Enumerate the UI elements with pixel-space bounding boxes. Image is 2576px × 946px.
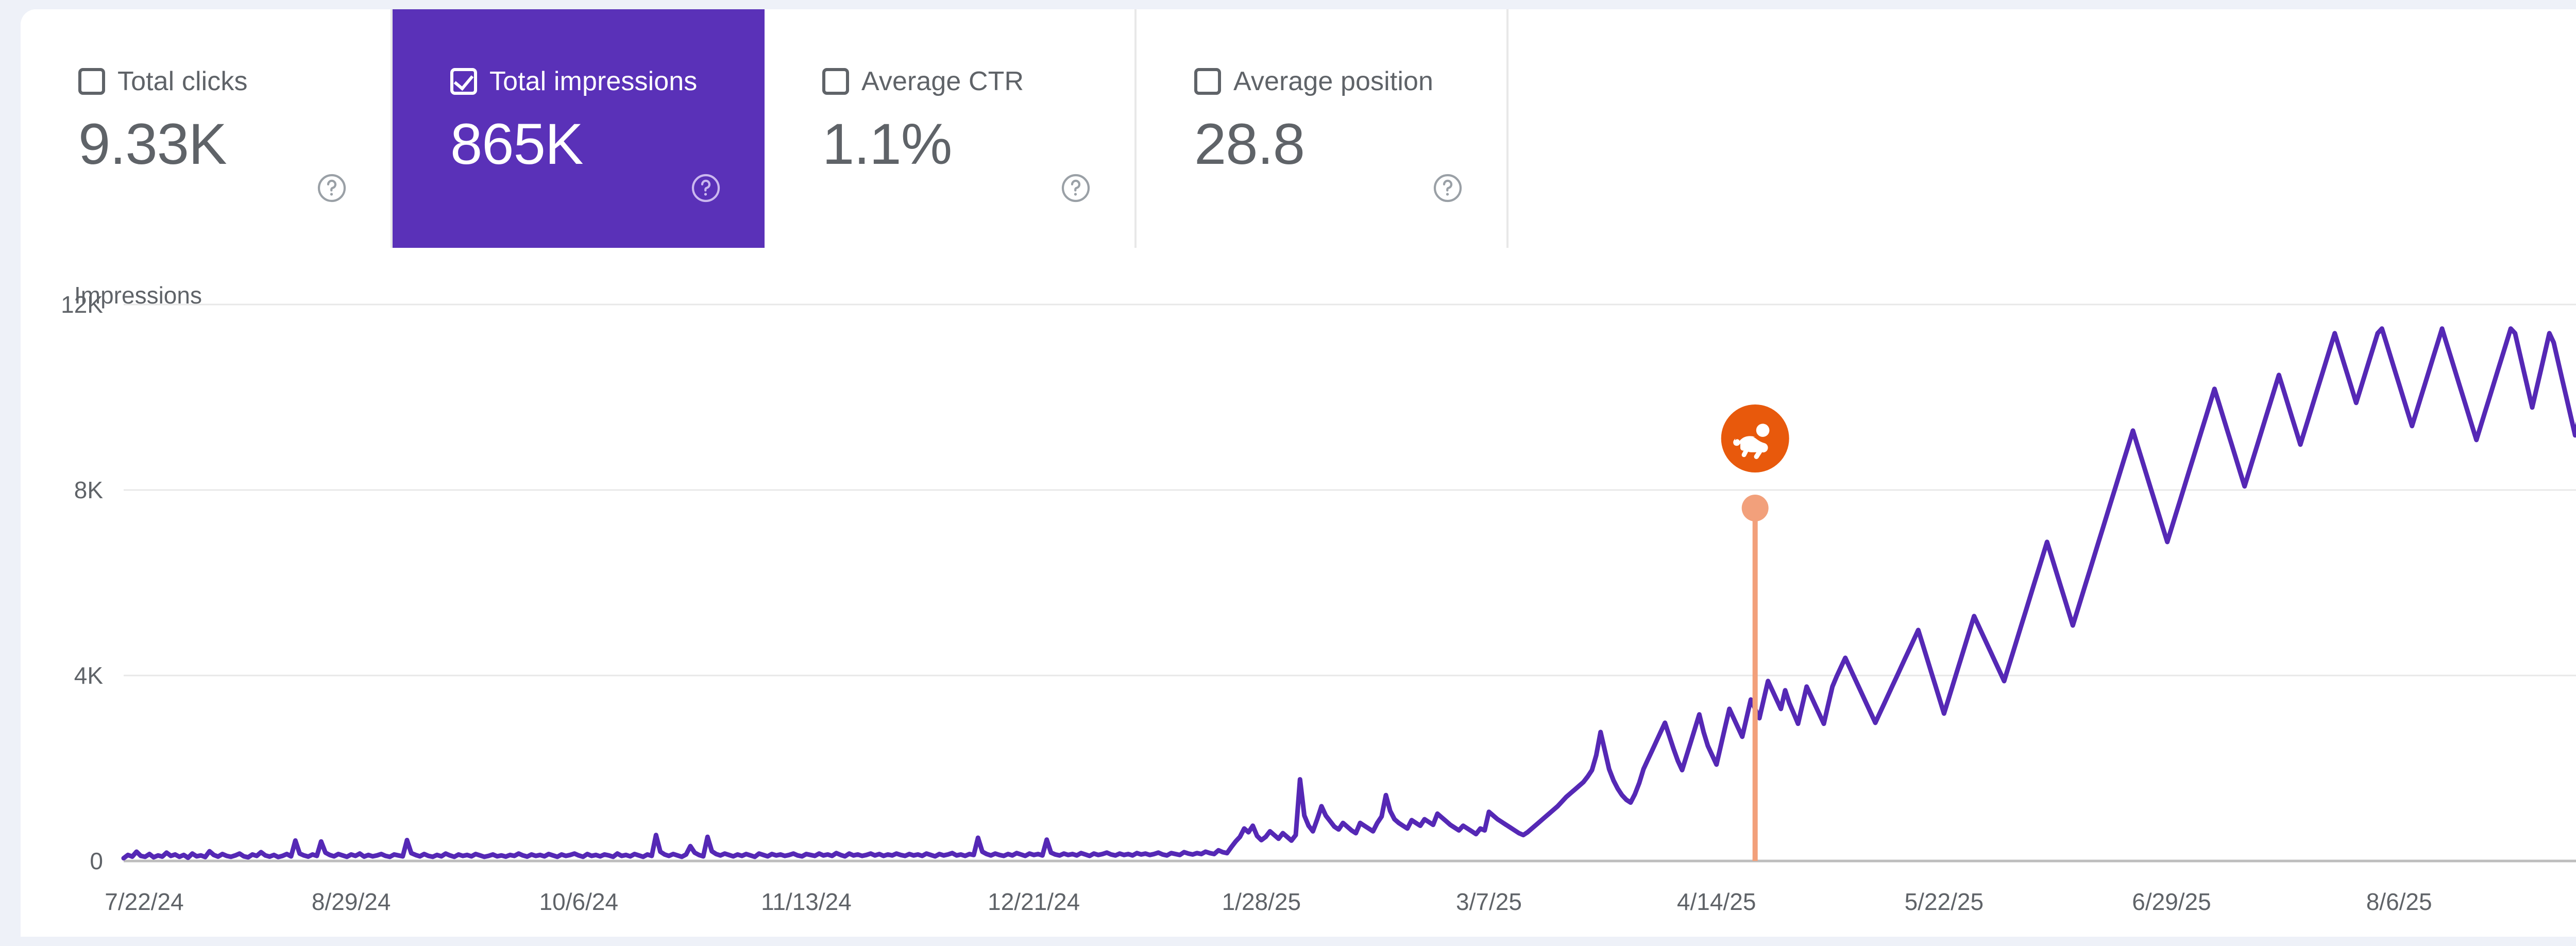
metric-head-total-impressions[interactable]: Total impressions	[450, 66, 697, 97]
x-axis-tick-label: 8/6/25	[2366, 888, 2432, 915]
annotation-dot	[1741, 495, 1769, 521]
metric-head-total-clicks[interactable]: Total clicks	[78, 66, 248, 97]
performance-panel: Total clicks 9.33K Total impressions 865…	[21, 9, 2576, 937]
metric-card-total-clicks[interactable]: Total clicks 9.33K	[21, 9, 393, 248]
chart-plot-svg[interactable]: 0 4K 8K 12K 7/22/24 8/29/24 10/6/24 11/13/24 12/…	[21, 248, 2576, 937]
metric-card-average-position[interactable]: Average position 28.8	[1137, 9, 1509, 248]
metric-value-average-position: 28.8	[1194, 112, 1305, 176]
metric-head-average-position[interactable]: Average position	[1194, 66, 1433, 97]
help-circle-icon-average-ctr[interactable]	[1060, 173, 1091, 204]
help-circle-icon-total-impressions[interactable]	[690, 173, 721, 204]
metric-head-average-ctr[interactable]: Average CTR	[822, 66, 1024, 97]
help-circle-icon-average-position[interactable]	[1432, 173, 1463, 204]
checkbox-total-impressions[interactable]	[450, 68, 477, 95]
y-axis-tick-label: 0	[90, 848, 103, 874]
impressions-line	[121, 326, 2576, 861]
metric-label-average-position: Average position	[1233, 66, 1434, 96]
metric-value-average-ctr: 1.1%	[822, 112, 952, 176]
metric-label-average-ctr: Average CTR	[861, 66, 1024, 96]
x-axis-tick-label: 6/29/25	[2132, 888, 2211, 915]
metric-value-total-impressions: 865K	[450, 112, 584, 176]
x-axis-tick-label: 3/7/25	[1456, 888, 1522, 915]
x-axis-tick-label: 5/22/25	[1905, 888, 1984, 915]
metric-label-total-clicks: Total clicks	[117, 66, 248, 96]
metric-label-total-impressions: Total impressions	[489, 66, 698, 96]
x-axis-tick-label: 11/13/24	[761, 888, 852, 915]
x-axis-tick-label: 7/22/24	[105, 888, 183, 915]
metric-card-average-ctr[interactable]: Average CTR 1.1%	[765, 9, 1137, 248]
metric-card-row: Total clicks 9.33K Total impressions 865…	[21, 9, 2576, 248]
y-axis-tick-label: 8K	[74, 477, 104, 503]
help-circle-icon-total-clicks[interactable]	[316, 173, 347, 204]
x-axis-tick-label: 4/14/25	[1677, 888, 1756, 915]
crawling-baby-icon	[1733, 424, 1770, 459]
x-axis-tick-label: 1/28/25	[1222, 888, 1301, 915]
y-axis-tick-label: 4K	[74, 662, 104, 689]
metric-value-total-clicks: 9.33K	[78, 112, 227, 176]
metric-row-filler	[1509, 9, 2576, 248]
x-axis-tick-label: 10/6/24	[539, 888, 618, 915]
checkbox-total-clicks[interactable]	[78, 68, 105, 95]
x-axis-tick-label: 8/29/24	[312, 888, 391, 915]
checkbox-average-ctr[interactable]	[822, 68, 849, 95]
y-axis-tick-label: 12K	[61, 291, 103, 318]
impressions-chart: Impressions 0 4K 8K 12K 7/22/24 8/29/24 10/6/2…	[21, 248, 2576, 937]
x-axis-tick-label: 12/21/24	[988, 888, 1080, 915]
metric-card-total-impressions[interactable]: Total impressions 865K	[393, 9, 765, 248]
checkbox-average-position[interactable]	[1194, 68, 1221, 95]
